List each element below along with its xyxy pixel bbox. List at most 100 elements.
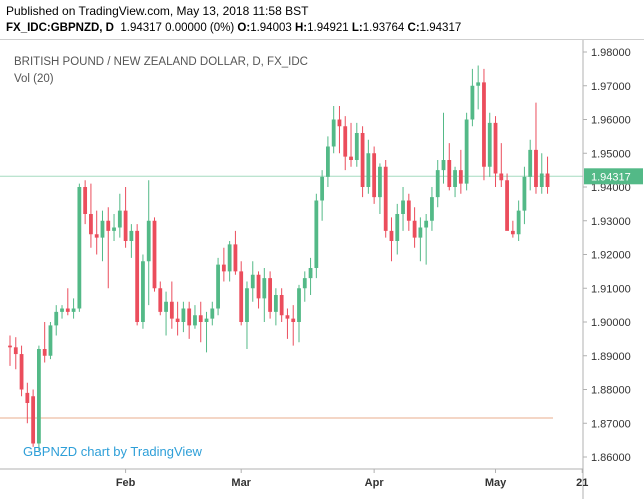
candle-body-up bbox=[71, 308, 76, 312]
candle-body-up bbox=[37, 349, 41, 444]
candle-body-up bbox=[424, 220, 429, 228]
candle-body-up bbox=[245, 288, 249, 322]
candle-body-down bbox=[89, 214, 93, 235]
price-tick-label: 1.93000 bbox=[591, 216, 631, 228]
candle-body-down bbox=[239, 271, 244, 322]
price-tick-label: 1.87000 bbox=[591, 418, 631, 430]
candle-body-down bbox=[360, 133, 365, 187]
symbol-ohlc-line: FX_IDC:GBPNZD, D 1.94317 0.00000 (0%) O:… bbox=[6, 22, 461, 34]
candle-body-up bbox=[539, 173, 544, 187]
candle-body-up bbox=[354, 133, 359, 160]
candle-body-down bbox=[152, 220, 157, 289]
candle-body-up bbox=[262, 278, 267, 299]
time-tick-label: May bbox=[485, 477, 507, 489]
candle-body-up bbox=[60, 308, 64, 312]
candle-body-up bbox=[522, 176, 527, 211]
candle-body-down bbox=[8, 345, 12, 348]
price-axis[interactable]: 1.98000 1.97000 1.96000 1.95000 1.94000 1.930… bbox=[583, 47, 631, 464]
candle-body-down bbox=[158, 288, 163, 312]
candle-body-up bbox=[302, 278, 307, 289]
candle-body-up bbox=[470, 85, 475, 120]
candle-body-up bbox=[250, 274, 255, 289]
candle-body-up bbox=[487, 122, 492, 167]
price-tick-label: 1.94000 bbox=[591, 182, 631, 194]
candle-body-up bbox=[129, 230, 134, 241]
published-line: Published on TradingView.com, May 13, 20… bbox=[6, 4, 309, 18]
price-tick-label: 1.86000 bbox=[591, 452, 631, 464]
price-tick-label: 1.88000 bbox=[591, 385, 631, 397]
candle-body-down bbox=[187, 308, 192, 326]
volume-label: Vol (20) bbox=[14, 73, 54, 85]
candle-body-down bbox=[372, 153, 377, 198]
candle-body-up bbox=[141, 261, 145, 322]
price-change: 0.00000 (0%) bbox=[165, 22, 235, 34]
candle-body-up bbox=[54, 311, 59, 326]
last-price: 1.94317 bbox=[120, 22, 162, 34]
close-value: 1.94317 bbox=[419, 22, 462, 34]
candle-body-down bbox=[65, 308, 70, 312]
price-tick-label: 1.92000 bbox=[591, 250, 631, 262]
candle-body-down bbox=[447, 160, 452, 187]
candle-body-up bbox=[528, 149, 533, 177]
price-tick-label: 1.91000 bbox=[591, 283, 631, 295]
candle-body-down bbox=[135, 230, 140, 322]
header-divider bbox=[0, 39, 644, 40]
candle-body-up bbox=[48, 325, 53, 356]
price-chart[interactable]: 1.98000 1.97000 1.96000 1.95000 1.94000 1.930… bbox=[0, 40, 644, 499]
candle-body-up bbox=[378, 166, 382, 198]
time-tick-label: Apr bbox=[365, 477, 385, 489]
candle-body-down bbox=[534, 149, 538, 187]
current-price-tag: 1.94317 bbox=[584, 168, 643, 185]
candle-body-down bbox=[337, 119, 342, 127]
candle-body-up bbox=[401, 200, 405, 214]
candle-body-down bbox=[256, 274, 261, 299]
low-value: 1.93764 bbox=[362, 22, 405, 34]
candle-body-down bbox=[285, 315, 290, 319]
price-tick-label: 1.90000 bbox=[591, 317, 631, 329]
current-price-tag-bg bbox=[584, 168, 643, 185]
candle-body-down bbox=[493, 122, 498, 174]
price-tick-label: 1.97000 bbox=[591, 81, 631, 93]
candle-body-down bbox=[482, 82, 486, 167]
price-tick-label: 1.96000 bbox=[591, 115, 631, 127]
candle-body-up bbox=[77, 187, 82, 309]
candle-body-up bbox=[366, 153, 371, 187]
candle-body-down bbox=[349, 156, 353, 160]
chart-title: BRITISH POUND / NEW ZEALAND DOLLAR, D, F… bbox=[14, 56, 308, 68]
candle-body-up bbox=[204, 318, 209, 322]
candle-body-up bbox=[210, 308, 215, 319]
low-label: L: bbox=[351, 22, 363, 34]
candle-body-up bbox=[464, 119, 469, 184]
candle-body-down bbox=[389, 230, 394, 241]
candle-body-down bbox=[31, 396, 36, 444]
candle-body-down bbox=[343, 126, 348, 157]
time-axis[interactable]: Feb Mar Apr May 21 bbox=[116, 469, 589, 489]
candle-body-up bbox=[164, 301, 168, 312]
time-tick-label: Mar bbox=[231, 477, 251, 489]
candle-body-up bbox=[516, 210, 521, 235]
time-tick-label: 21 bbox=[576, 477, 588, 489]
candle-body-up bbox=[395, 214, 400, 241]
close-label: C: bbox=[407, 22, 420, 34]
candle-body-up bbox=[435, 170, 440, 198]
candle-body-down bbox=[106, 220, 111, 231]
attribution-label[interactable]: GBPNZD chart by TradingView bbox=[23, 444, 203, 459]
candle-body-down bbox=[233, 244, 238, 272]
high-label: H: bbox=[294, 22, 308, 34]
candle-body-up bbox=[193, 315, 197, 326]
candle-body-up bbox=[297, 288, 301, 322]
candle-body-down bbox=[383, 166, 388, 231]
candle-body-up bbox=[308, 268, 313, 279]
candle-body-up bbox=[146, 220, 151, 262]
high-value: 1.94921 bbox=[307, 22, 349, 34]
candle-body-up bbox=[314, 200, 319, 268]
candle-body-down bbox=[545, 173, 550, 187]
candle-body-up bbox=[418, 227, 423, 238]
candle-body-down bbox=[279, 295, 284, 316]
candle-body-down bbox=[510, 230, 515, 235]
candle-body-up bbox=[117, 210, 122, 228]
open-label: O: bbox=[237, 22, 251, 34]
candle-body-up bbox=[227, 244, 232, 272]
candle-body-down bbox=[412, 220, 417, 238]
candle-body-down bbox=[169, 301, 174, 319]
